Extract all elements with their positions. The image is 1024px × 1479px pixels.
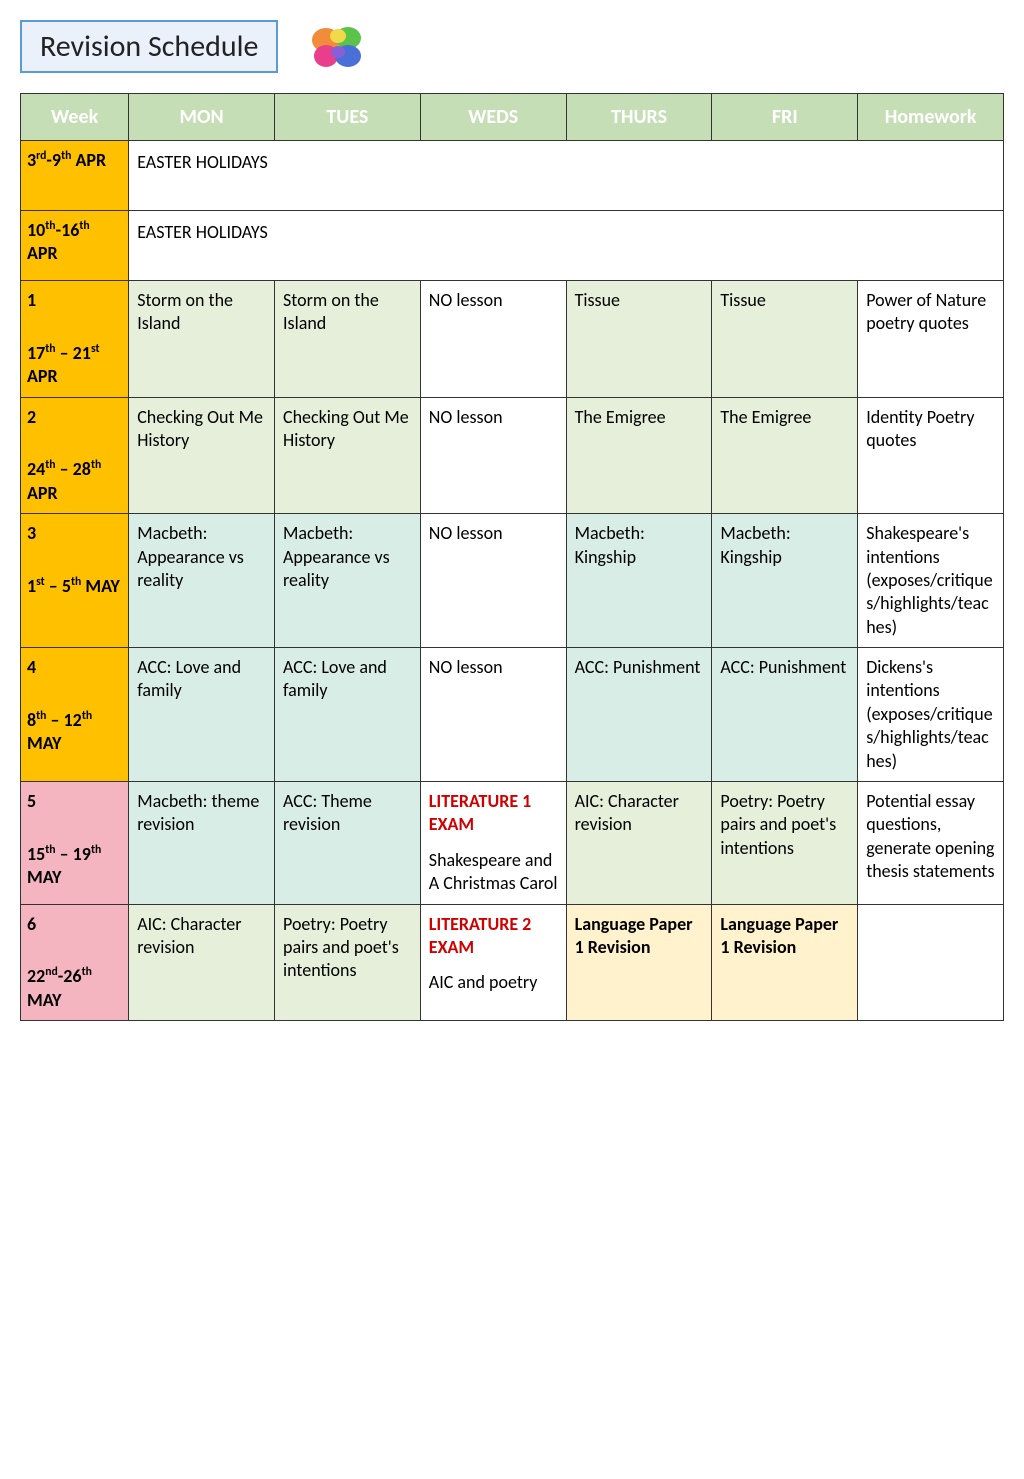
table-row: 31st – 5th MAYMacbeth: Appearance vs rea… bbox=[21, 514, 1004, 648]
header-hw: Homework bbox=[858, 94, 1004, 141]
schedule-cell: Shakespeare's intentions (exposes/critiq… bbox=[858, 514, 1004, 648]
schedule-cell: LITERATURE 1 EXAM Shakespeare and A Chris… bbox=[420, 782, 566, 905]
schedule-cell: Storm on the Island bbox=[129, 281, 275, 398]
schedule-cell: The Emigree bbox=[566, 397, 712, 514]
week-cell: 31st – 5th MAY bbox=[21, 514, 129, 648]
schedule-cell: Language Paper 1 Revision bbox=[566, 904, 712, 1021]
schedule-cell: ACC: Love and family bbox=[129, 648, 275, 782]
exam-label: LITERATURE 2 EXAM bbox=[429, 913, 558, 960]
table-body: 3rd-9th APREASTER HOLIDAYS10th-16th APRE… bbox=[21, 141, 1004, 1021]
schedule-cell: Tissue bbox=[712, 281, 858, 398]
schedule-cell: Potential essay questions, generate open… bbox=[858, 782, 1004, 905]
week-cell: 622nd-26th MAY bbox=[21, 904, 129, 1021]
holiday-cell: EASTER HOLIDAYS bbox=[129, 211, 1004, 281]
schedule-cell: NO lesson bbox=[420, 281, 566, 398]
schedule-cell: Storm on the Island bbox=[275, 281, 421, 398]
week-cell: 3rd-9th APR bbox=[21, 141, 129, 211]
page-title: Revision Schedule bbox=[20, 20, 278, 73]
brain-icon bbox=[308, 22, 368, 72]
table-row: 515th – 19th MAYMacbeth: theme revisionA… bbox=[21, 782, 1004, 905]
week-cell: 224th – 28th APR bbox=[21, 397, 129, 514]
week-cell: 117th – 21st APR bbox=[21, 281, 129, 398]
schedule-table: Week MON TUES WEDS THURS FRI Homework 3r… bbox=[20, 93, 1004, 1021]
schedule-cell: Macbeth: theme revision bbox=[129, 782, 275, 905]
title-row: Revision Schedule bbox=[20, 20, 1004, 73]
header-thurs: THURS bbox=[566, 94, 712, 141]
schedule-cell: Checking Out Me History bbox=[275, 397, 421, 514]
header-week: Week bbox=[21, 94, 129, 141]
schedule-cell: Power of Nature poetry quotes bbox=[858, 281, 1004, 398]
schedule-cell: AIC: Character revision bbox=[566, 782, 712, 905]
header-weds: WEDS bbox=[420, 94, 566, 141]
week-cell: 48th – 12th MAY bbox=[21, 648, 129, 782]
schedule-cell: ACC: Theme revision bbox=[275, 782, 421, 905]
schedule-cell: Poetry: Poetry pairs and poet's intentio… bbox=[712, 782, 858, 905]
table-row: 224th – 28th APRChecking Out Me HistoryC… bbox=[21, 397, 1004, 514]
cell-text: Shakespeare and A Christmas Carol bbox=[429, 849, 558, 896]
header-tues: TUES bbox=[275, 94, 421, 141]
table-row: 622nd-26th MAYAIC: Character revisionPoe… bbox=[21, 904, 1004, 1021]
table-row: 3rd-9th APREASTER HOLIDAYS bbox=[21, 141, 1004, 211]
schedule-cell: Macbeth: Appearance vs reality bbox=[275, 514, 421, 648]
schedule-cell: NO lesson bbox=[420, 514, 566, 648]
schedule-cell: NO lesson bbox=[420, 648, 566, 782]
schedule-cell: Macbeth: Appearance vs reality bbox=[129, 514, 275, 648]
week-cell: 10th-16th APR bbox=[21, 211, 129, 281]
schedule-cell: Language Paper 1 Revision bbox=[712, 904, 858, 1021]
schedule-cell: AIC: Character revision bbox=[129, 904, 275, 1021]
schedule-cell: ACC: Punishment bbox=[712, 648, 858, 782]
week-cell: 515th – 19th MAY bbox=[21, 782, 129, 905]
table-row: 10th-16th APREASTER HOLIDAYS bbox=[21, 211, 1004, 281]
schedule-cell: LITERATURE 2 EXAM AIC and poetry bbox=[420, 904, 566, 1021]
schedule-cell: ACC: Love and family bbox=[275, 648, 421, 782]
header-row: Week MON TUES WEDS THURS FRI Homework bbox=[21, 94, 1004, 141]
schedule-cell: ACC: Punishment bbox=[566, 648, 712, 782]
header-mon: MON bbox=[129, 94, 275, 141]
header-fri: FRI bbox=[712, 94, 858, 141]
schedule-cell: Macbeth: Kingship bbox=[566, 514, 712, 648]
cell-text: AIC and poetry bbox=[429, 971, 558, 994]
schedule-cell: Tissue bbox=[566, 281, 712, 398]
schedule-cell: Checking Out Me History bbox=[129, 397, 275, 514]
schedule-cell: Macbeth: Kingship bbox=[712, 514, 858, 648]
table-row: 117th – 21st APRStorm on the IslandStorm… bbox=[21, 281, 1004, 398]
holiday-cell: EASTER HOLIDAYS bbox=[129, 141, 1004, 211]
schedule-cell: The Emigree bbox=[712, 397, 858, 514]
schedule-cell: Dickens's intentions (exposes/critiques/… bbox=[858, 648, 1004, 782]
schedule-cell: Identity Poetry quotes bbox=[858, 397, 1004, 514]
schedule-cell: NO lesson bbox=[420, 397, 566, 514]
schedule-cell: Poetry: Poetry pairs and poet's intentio… bbox=[275, 904, 421, 1021]
schedule-cell bbox=[858, 904, 1004, 1021]
table-row: 48th – 12th MAYACC: Love and familyACC: … bbox=[21, 648, 1004, 782]
exam-label: LITERATURE 1 EXAM bbox=[429, 790, 558, 837]
